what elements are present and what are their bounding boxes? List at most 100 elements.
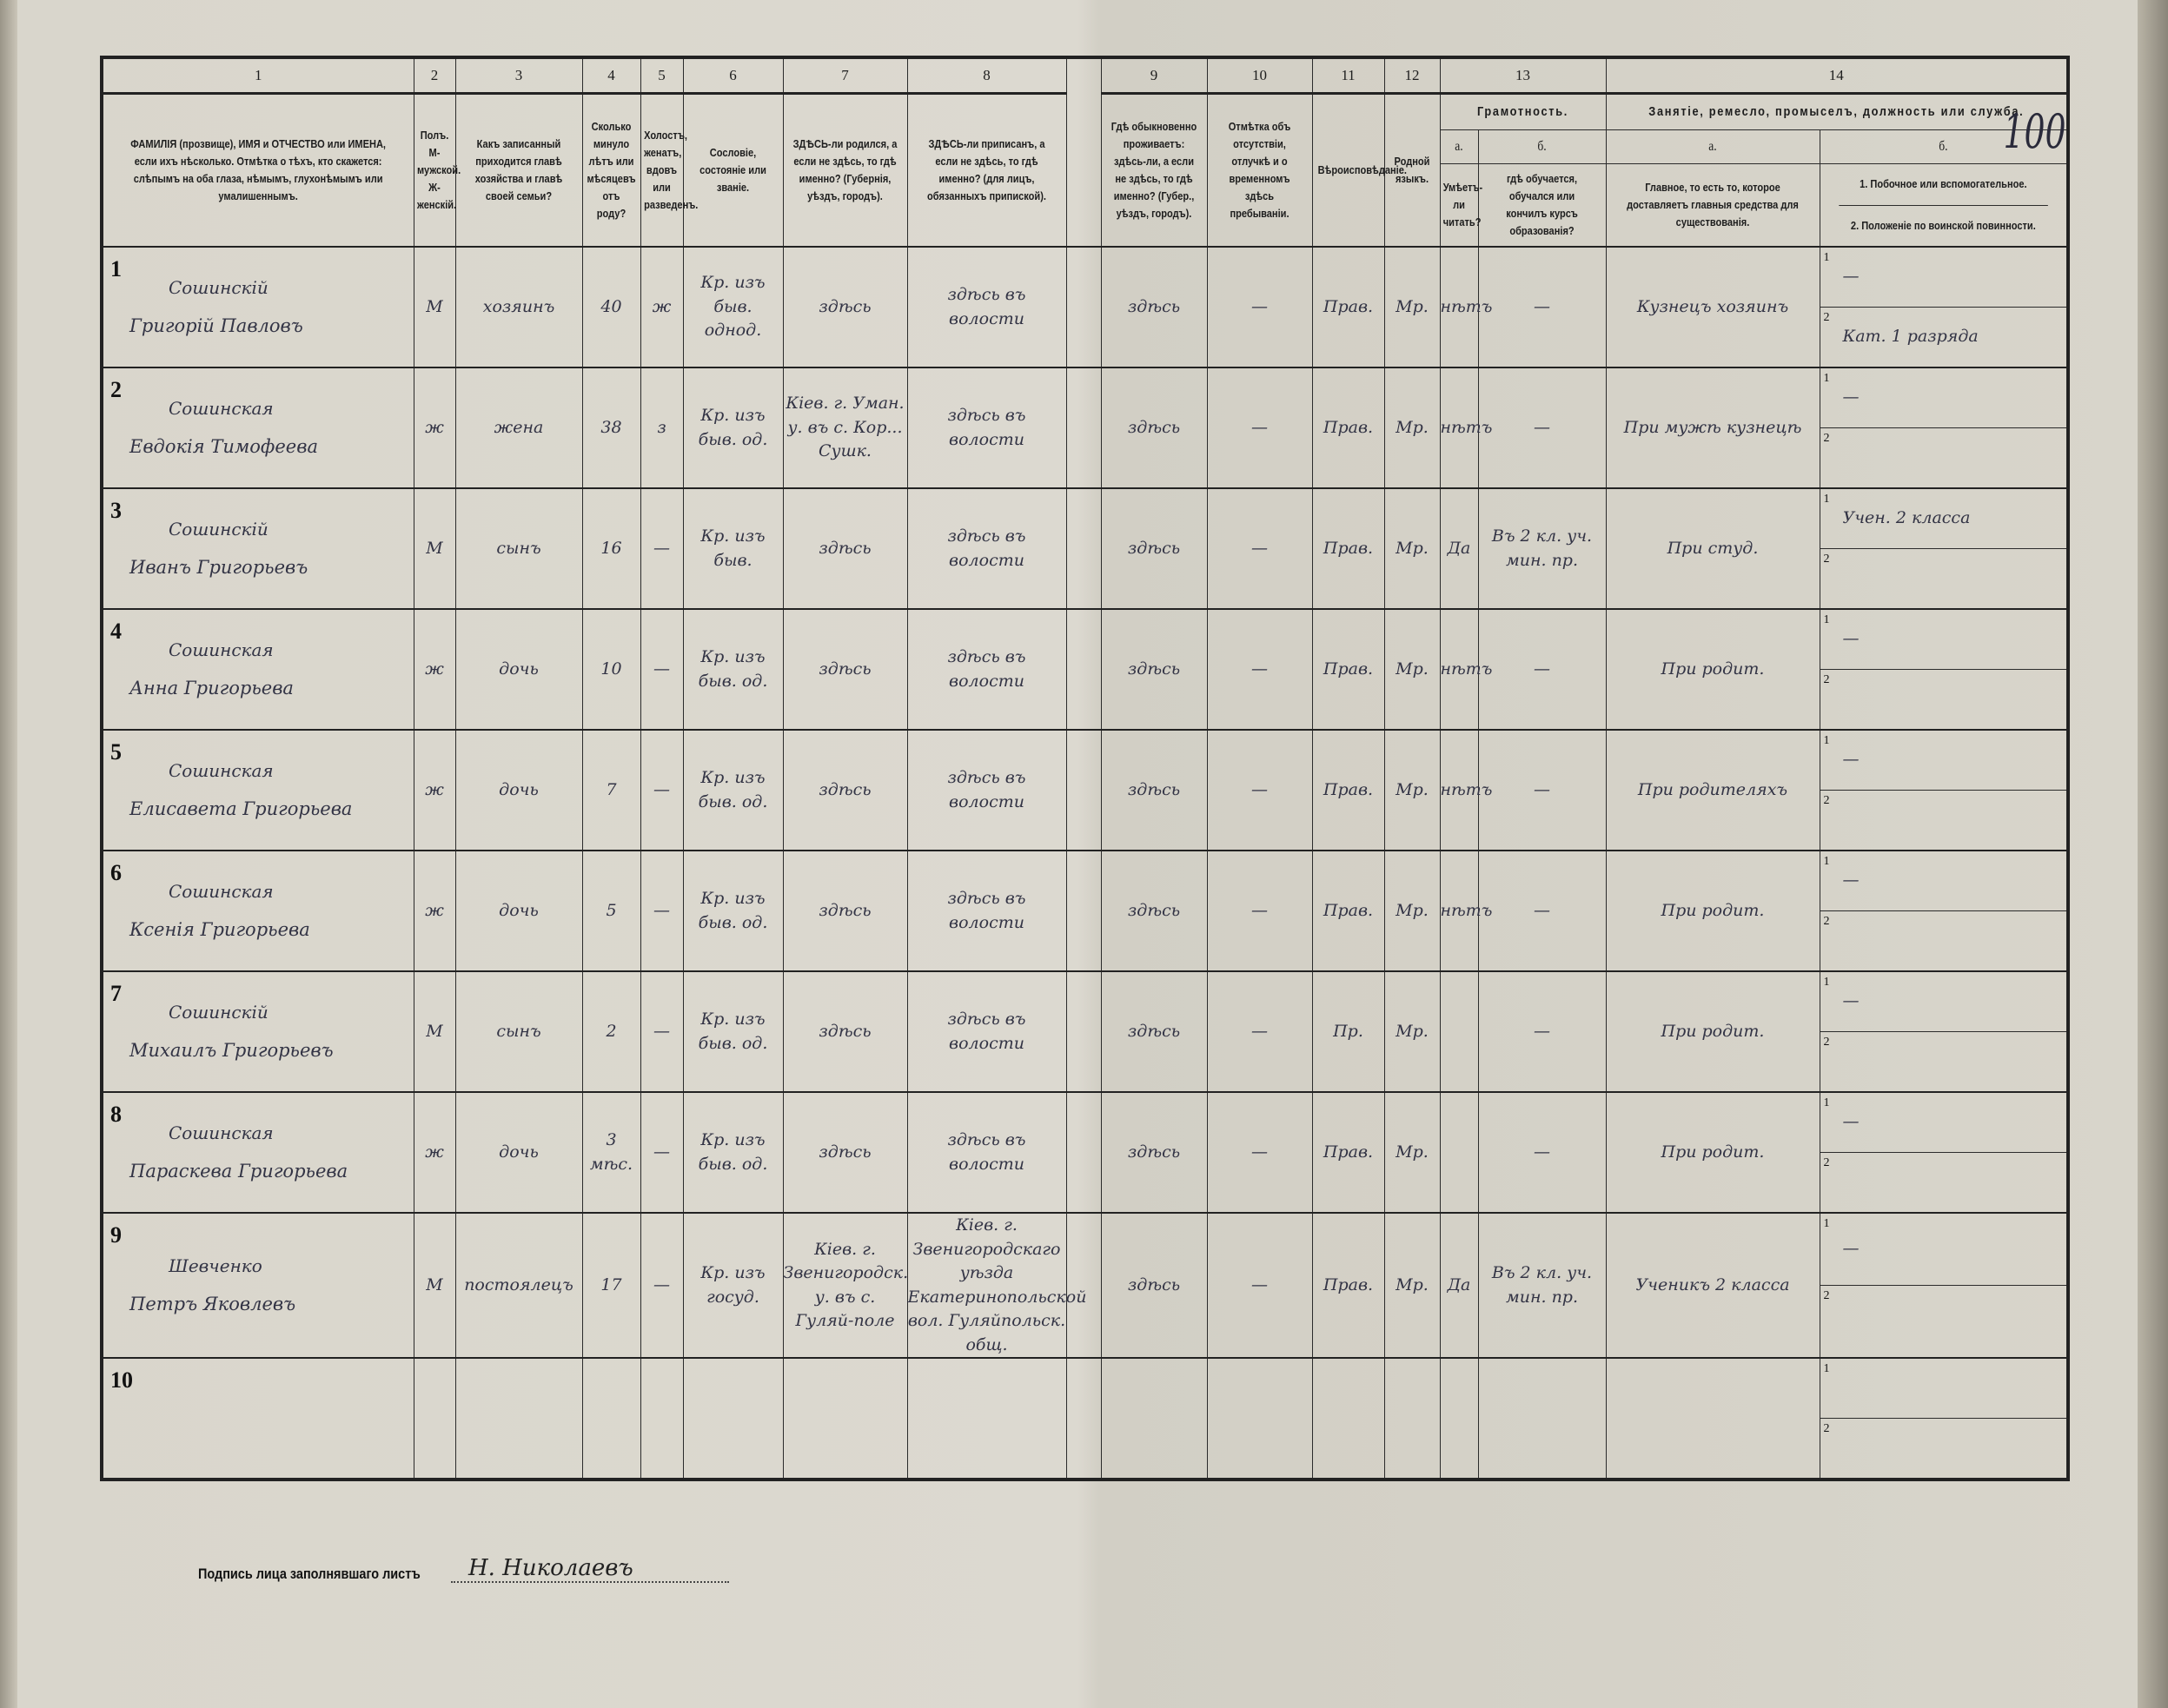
- surname: Сошинская: [169, 1122, 274, 1143]
- marital-cell: —: [640, 729, 684, 851]
- surname: Сошинскій: [169, 1001, 269, 1023]
- secondary-military-split: 1 Учен. 2 класса 2: [1820, 489, 2067, 608]
- column-header-1: ФАМИЛІЯ (прозвище), ИМЯ и ОТЧЕСТВО или И…: [124, 93, 391, 248]
- secondary-occupation: 1—: [1820, 731, 2066, 791]
- column-header-13b: гдѣ обучается, обучался или кончилъ курс…: [1487, 163, 1597, 248]
- resides-cell: здѣсь: [1100, 970, 1208, 1093]
- secondary-occupation: 1 Учен. 2 класса: [1820, 489, 2066, 549]
- occupation-cell: При родит.: [1605, 608, 1820, 731]
- signature-line: Подпись лица заполнявшаго листъ Н. Никол…: [198, 1555, 729, 1583]
- reads-cell: Да: [1439, 1211, 1479, 1359]
- header-group-row: ФАМИЛІЯ (прозвище), ИМЯ и ОТЧЕСТВО или И…: [102, 93, 2068, 248]
- education-cell: [1477, 1357, 1607, 1480]
- person-name-cell: 1 Сошинскій Григорій Павловъ: [101, 246, 414, 368]
- subline-number-1: 1: [1823, 1362, 1830, 1376]
- column-header-14b: 1. Побочное или вспомогательное. 2. Полож…: [1838, 163, 2050, 248]
- row-number: 1: [110, 256, 122, 281]
- estate-cell: Кр. изъ быв. од.: [682, 729, 784, 851]
- age-cell: 17: [581, 1211, 641, 1359]
- column-header-11: Вѣроисповѣданіе.: [1316, 93, 1407, 248]
- language-cell: Мр.: [1383, 246, 1441, 368]
- column-header-4: Сколько минуло лѣтъ или мѣсяцевъ отъ род…: [586, 93, 637, 248]
- subline-number-1: 1: [1823, 855, 1830, 868]
- secondary-occupation: 1—: [1820, 248, 2066, 308]
- relation-cell: дочь: [454, 608, 583, 731]
- marital-cell: —: [640, 970, 684, 1093]
- sex-cell: ж: [413, 608, 456, 731]
- subline-number-1: 1: [1823, 251, 1830, 264]
- column-header-14b-split: 1. Побочное или вспомогательное. 2. Полож…: [1838, 164, 2048, 246]
- occupation-cell: При родит.: [1605, 970, 1820, 1093]
- surname: Сошинская: [169, 880, 274, 902]
- education-cell: —: [1477, 970, 1607, 1093]
- person-name-cell: 2 Сошинская Евдокія Тимофеева: [101, 367, 414, 489]
- registered-cell: [906, 1357, 1067, 1480]
- born-cell: здѣсь: [782, 246, 908, 368]
- military-status-value: Кат. 1 разряда: [1842, 327, 1979, 347]
- marital-cell: з: [640, 367, 684, 489]
- military-status: 2 Кат. 1 разряда: [1820, 308, 2067, 367]
- surname: Сошинская: [169, 397, 274, 419]
- subcolumn-13b: б.: [1487, 129, 1597, 164]
- column-header-14b-military: 2. Положеніе по воинской повинности.: [1850, 218, 2036, 232]
- education-cell: —: [1477, 246, 1607, 368]
- age-cell: 3 мѣс.: [581, 1091, 641, 1214]
- subline-number-2: 2: [1823, 311, 1830, 324]
- row-number: 8: [110, 1102, 122, 1127]
- registered-cell: здѣсь въ волости: [906, 970, 1067, 1093]
- absence-cell: —: [1206, 729, 1313, 851]
- subline-number-1: 1: [1823, 372, 1830, 385]
- fold-gap-cell: [1065, 729, 1102, 851]
- fold-gap-header: [1065, 57, 1102, 94]
- row-number: 10: [110, 1367, 133, 1394]
- row-number: 7: [110, 981, 122, 1006]
- person-name-cell: 4 Сошинская Анна Григорьева: [101, 608, 414, 731]
- born-cell: здѣсь: [782, 729, 908, 851]
- estate-cell: Кр. изъ быв. од.: [682, 850, 784, 972]
- military-status: 2: [1820, 1032, 2067, 1091]
- column-header-3: Какъ записанный приходится главѣ хозяйст…: [464, 93, 573, 248]
- column-number-1: 1: [101, 56, 414, 95]
- education-cell: Въ 2 кл. уч. мин. пр.: [1477, 1211, 1607, 1359]
- absence-cell: [1206, 1357, 1313, 1480]
- born-cell: здѣсь: [782, 487, 908, 610]
- column-header-13a: Умѣетъ-ли читать?: [1442, 163, 1482, 248]
- absence-cell: —: [1206, 246, 1313, 368]
- secondary-occupation: 1—: [1820, 1214, 2066, 1287]
- row-number: 5: [110, 739, 122, 765]
- estate-cell: Кр. изъ госуд.: [682, 1211, 784, 1359]
- secondary-military-split: 1—2: [1820, 731, 2067, 850]
- column-header-6: Сословіе, состояніе или званіе.: [690, 93, 776, 248]
- relation-cell: [454, 1357, 583, 1480]
- row-number: 2: [110, 377, 122, 402]
- occupation-cell: При студ.: [1605, 487, 1820, 610]
- secondary-military-cell: 1—2: [1819, 1091, 2069, 1214]
- religion-cell: Прав.: [1311, 246, 1385, 368]
- marital-cell: —: [640, 1091, 684, 1214]
- secondary-occupation-value: —: [1842, 387, 1860, 407]
- religion-cell: Прав.: [1311, 850, 1385, 972]
- military-status: 2: [1820, 549, 2067, 608]
- estate-cell: Кр. изъ быв. од.: [682, 367, 784, 489]
- resides-cell: здѣсь: [1100, 487, 1208, 610]
- registered-cell: здѣсь въ волости: [906, 1091, 1067, 1214]
- education-cell: —: [1477, 608, 1607, 731]
- surname: Сошинская: [169, 639, 274, 660]
- sex-cell: ж: [413, 850, 456, 972]
- religion-cell: Прав.: [1311, 1211, 1385, 1359]
- language-cell: Мр.: [1383, 1211, 1441, 1359]
- age-cell: 38: [581, 367, 641, 489]
- language-cell: Мр.: [1383, 608, 1441, 731]
- subcolumn-13a: а.: [1442, 129, 1476, 164]
- registered-cell: здѣсь въ волости: [906, 608, 1067, 731]
- table-row: 4 Сошинская Анна Григорьева ж дочь 10— Кр. изъ…: [101, 608, 2069, 731]
- fold-gap-cell: [1065, 487, 1102, 609]
- row-number: 4: [110, 619, 122, 644]
- military-status: 2: [1820, 791, 2067, 850]
- reads-cell: нѣтъ: [1439, 729, 1492, 851]
- reads-cell: нѣтъ: [1439, 608, 1492, 731]
- relation-cell: жена: [454, 367, 583, 489]
- estate-cell: Кр. изъ быв. од.: [682, 608, 784, 731]
- secondary-occupation-value: —: [1842, 267, 1860, 287]
